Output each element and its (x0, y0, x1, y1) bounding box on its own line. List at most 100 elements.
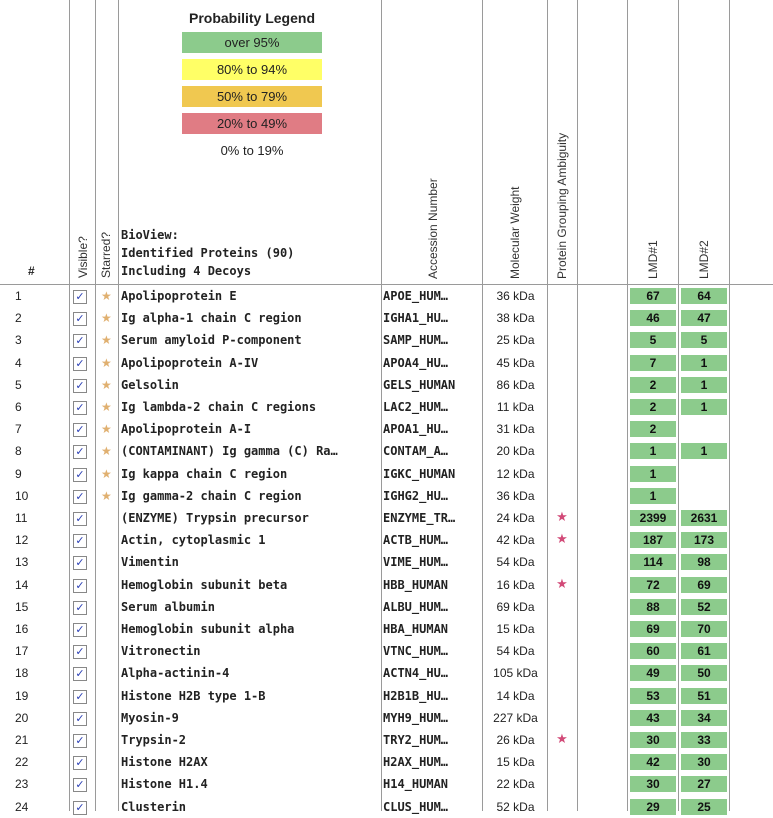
lmd1-spectrum-count[interactable]: 1 (630, 465, 676, 482)
protein-name[interactable]: Apolipoprotein E (121, 289, 237, 303)
protein-name[interactable]: Ig kappa chain C region (121, 466, 288, 481)
table-row[interactable]: 23 ✓ Histone H1.4 H14_HUMAN 22 kDa 30 27 (0, 773, 773, 795)
starred-icon[interactable] (101, 574, 115, 596)
lmd1-spectrum-count[interactable]: 60 (630, 643, 676, 660)
lmd2-spectrum-count[interactable]: 1 (681, 399, 727, 415)
visible-checkbox[interactable]: ✓ (73, 356, 87, 371)
table-row[interactable]: 15 ✓ Serum albumin ALBU_HUM… 69 kDa 88 52 (0, 596, 773, 618)
lmd1-spectrum-count[interactable]: 46 (630, 310, 676, 327)
starred-icon[interactable] (101, 773, 115, 795)
protein-name[interactable]: Hemoglobin subunit beta (121, 577, 288, 592)
protein-name[interactable]: Serum amyloid P-component (121, 333, 302, 348)
starred-icon[interactable] (101, 729, 115, 751)
lmd1-spectrum-count[interactable]: 5 (630, 332, 676, 349)
visible-checkbox[interactable]: ✓ (73, 312, 87, 327)
protein-name[interactable]: Apolipoprotein A-I (121, 422, 252, 437)
starred-column-header[interactable]: Starred? (99, 231, 113, 278)
table-row[interactable]: 9 ✓ ★ Ig kappa chain C region IGKC_HUMAN 12 k… (0, 463, 773, 485)
lmd2-spectrum-count[interactable]: 5 (681, 332, 727, 349)
starred-icon[interactable] (101, 685, 115, 707)
visible-checkbox[interactable]: ✓ (73, 467, 87, 482)
starred-icon[interactable]: ★ (101, 355, 112, 370)
starred-icon[interactable] (101, 507, 115, 529)
visible-checkbox[interactable]: ✓ (73, 756, 87, 771)
lmd2-spectrum-count[interactable]: 30 (681, 754, 727, 771)
starred-icon[interactable]: ★ (101, 377, 112, 392)
protein-name[interactable]: Clusterin (121, 799, 187, 814)
table-row[interactable]: 7 ✓ ★ Apolipoprotein A-I APOA1_HU… 31 kDa 2 (0, 418, 773, 440)
starred-icon[interactable] (101, 662, 115, 684)
lmd1-spectrum-count[interactable]: 69 (630, 621, 676, 637)
lmd2-spectrum-count[interactable]: 70 (681, 621, 727, 637)
visible-checkbox[interactable]: ✓ (73, 689, 87, 704)
lmd2-spectrum-count[interactable]: 27 (681, 776, 727, 793)
lmd1-spectrum-count[interactable]: 2 (630, 399, 676, 415)
table-row[interactable]: 18 ✓ Alpha-actinin-4 ACTN4_HU… 105 kDa 49 50 (0, 662, 773, 684)
lmd1-spectrum-count[interactable]: 30 (630, 776, 676, 793)
lmd1-spectrum-count[interactable]: 1 (630, 487, 676, 504)
table-row[interactable]: 21 ✓ Trypsin-2 TRY2_HUM… 26 kDa ★ 30 33 (0, 729, 773, 751)
protein-name[interactable]: Histone H2AX (121, 755, 208, 770)
lmd2-spectrum-count[interactable]: 61 (681, 643, 727, 660)
lmd1-spectrum-count[interactable]: 72 (630, 576, 676, 593)
starred-icon[interactable]: ★ (101, 400, 112, 414)
visible-checkbox[interactable]: ✓ (73, 578, 87, 593)
protein-name[interactable]: Ig alpha-1 chain C region (121, 311, 302, 326)
lmd1-spectrum-count[interactable]: 30 (630, 732, 676, 748)
table-row[interactable]: 20 ✓ Myosin-9 MYH9_HUM… 227 kDa 43 34 (0, 707, 773, 729)
lmd1-spectrum-count[interactable]: 53 (630, 687, 676, 704)
starred-icon[interactable] (101, 618, 115, 640)
lmd2-spectrum-count[interactable]: 69 (681, 576, 727, 593)
starred-icon[interactable]: ★ (101, 311, 112, 326)
starred-icon[interactable]: ★ (101, 289, 112, 303)
table-row[interactable]: 2 ✓ ★ Ig alpha-1 chain C region IGHA1_HU… 38 … (0, 307, 773, 329)
visible-checkbox[interactable]: ✓ (73, 778, 87, 793)
table-row[interactable]: 14 ✓ Hemoglobin subunit beta HBB_HUMAN 16 kD… (0, 574, 773, 596)
lmd1-spectrum-count[interactable]: 114 (630, 554, 676, 571)
lmd1-header[interactable]: LMD#1 (646, 240, 660, 279)
lmd2-spectrum-count[interactable]: 173 (681, 532, 727, 549)
starred-icon[interactable]: ★ (101, 422, 112, 437)
protein-name[interactable]: (ENZYME) Trypsin precursor (121, 511, 309, 525)
protein-name[interactable]: Apolipoprotein A-IV (121, 355, 259, 370)
visible-checkbox[interactable]: ✓ (73, 645, 87, 660)
protein-name[interactable]: (CONTAMINANT) Ig gamma (C) Ra… (121, 444, 338, 459)
protein-name[interactable]: Trypsin-2 (121, 733, 187, 747)
visible-checkbox[interactable]: ✓ (73, 445, 87, 460)
table-row[interactable]: 16 ✓ Hemoglobin subunit alpha HBA_HUMAN 15 k… (0, 618, 773, 640)
protein-name[interactable]: Histone H1.4 (121, 777, 208, 792)
lmd1-spectrum-count[interactable]: 2399 (630, 510, 676, 526)
protein-name[interactable]: Ig lambda-2 chain C regions (121, 400, 317, 414)
starred-icon[interactable] (101, 551, 115, 573)
starred-icon[interactable]: ★ (101, 488, 112, 503)
visible-checkbox[interactable]: ✓ (73, 489, 87, 504)
lmd1-spectrum-count[interactable]: 7 (630, 354, 676, 371)
visible-checkbox[interactable]: ✓ (73, 734, 87, 748)
lmd2-spectrum-count[interactable]: 33 (681, 732, 727, 748)
lmd2-spectrum-count[interactable]: 51 (681, 687, 727, 704)
lmd1-spectrum-count[interactable]: 43 (630, 709, 676, 726)
starred-icon[interactable] (101, 529, 115, 551)
visible-checkbox[interactable]: ✓ (73, 512, 87, 526)
visible-checkbox[interactable]: ✓ (73, 378, 87, 393)
lmd1-spectrum-count[interactable]: 29 (630, 798, 676, 815)
lmd2-spectrum-count[interactable]: 25 (681, 798, 727, 815)
table-row[interactable]: 19 ✓ Histone H2B type 1-B H2B1B_HU… 14 kDa 53… (0, 685, 773, 707)
starred-icon[interactable]: ★ (101, 333, 112, 348)
visible-checkbox[interactable]: ✓ (73, 711, 87, 726)
visible-checkbox[interactable]: ✓ (73, 401, 87, 415)
starred-icon[interactable] (101, 640, 115, 662)
lmd2-spectrum-count[interactable]: 64 (681, 288, 727, 304)
visible-column-header[interactable]: Visible? (76, 236, 90, 278)
table-row[interactable]: 5 ✓ ★ Gelsolin GELS_HUMAN 86 kDa 2 1 (0, 374, 773, 396)
visible-checkbox[interactable]: ✓ (73, 290, 87, 304)
lmd1-spectrum-count[interactable]: 187 (630, 532, 676, 549)
visible-checkbox[interactable]: ✓ (73, 423, 87, 438)
lmd1-spectrum-count[interactable]: 88 (630, 598, 676, 615)
table-row[interactable]: 17 ✓ Vitronectin VTNC_HUM… 54 kDa 60 61 (0, 640, 773, 662)
visible-checkbox[interactable]: ✓ (73, 556, 87, 571)
visible-checkbox[interactable]: ✓ (73, 534, 87, 549)
protein-name[interactable]: Alpha-actinin-4 (121, 666, 230, 681)
starred-icon[interactable]: ★ (101, 466, 112, 481)
accession-number-header[interactable]: Accession Number (426, 178, 440, 279)
